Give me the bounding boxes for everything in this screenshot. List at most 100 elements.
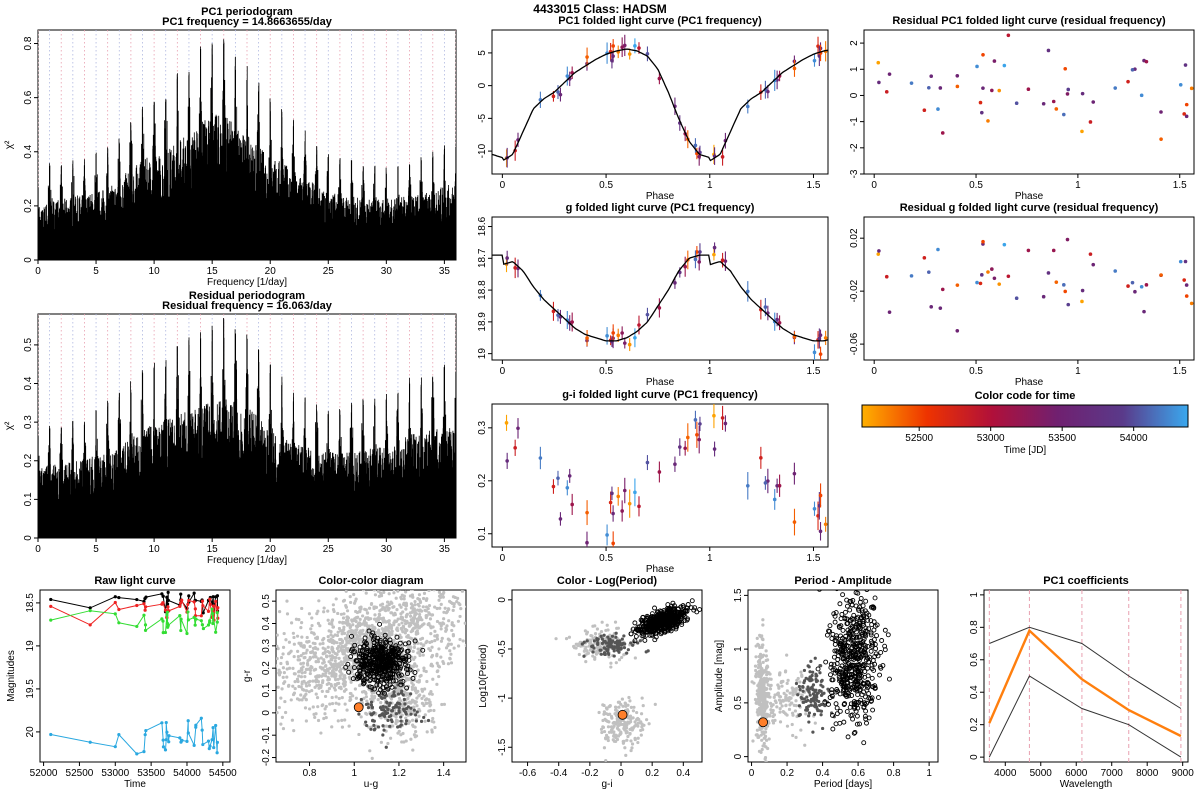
scatter-point	[361, 590, 366, 592]
scatter-point	[342, 631, 347, 635]
scatter-point	[451, 581, 454, 584]
data-point	[693, 257, 698, 262]
scatter-point	[377, 631, 381, 635]
raw-light-curve-point	[201, 626, 206, 631]
raw-light-curve-point	[113, 600, 117, 605]
pc1-residual-ytick-label: 1	[849, 66, 860, 72]
scatter-point	[323, 651, 327, 655]
scatter-point	[444, 558, 447, 561]
scatter-point	[385, 711, 390, 715]
raw-light-curve-point	[49, 597, 53, 602]
scatter-point	[327, 677, 331, 681]
scatter-point	[433, 629, 437, 633]
scatter-point	[344, 643, 348, 647]
scatter-point	[344, 590, 348, 593]
data-point	[633, 44, 637, 48]
scatter-point	[347, 639, 352, 643]
scatter-point	[366, 628, 372, 634]
scatter-point	[775, 705, 779, 709]
pc1-periodogram-xlabel: Frequency [1/day]	[207, 277, 287, 288]
scatter-point	[756, 666, 760, 670]
scatter-point	[620, 655, 624, 660]
scatter-point	[400, 655, 405, 661]
data-point	[567, 474, 572, 478]
scatter-point	[397, 709, 401, 713]
scatter-point	[433, 634, 437, 638]
scatter-point	[801, 700, 805, 704]
color-color-ytick-label: 0.2	[261, 661, 272, 675]
period-amplitude-xtick-label: 0.4	[816, 768, 830, 779]
data-point	[940, 131, 945, 135]
scatter-point	[424, 551, 427, 554]
scatter-point	[392, 623, 396, 627]
scatter-point	[623, 701, 627, 705]
scatter-point	[817, 703, 822, 707]
data-point	[673, 462, 677, 467]
data-point	[1184, 283, 1189, 287]
raw-light-curve-point	[193, 623, 197, 627]
scatter-point	[814, 688, 818, 692]
scatter-point	[342, 660, 346, 664]
scatter-point	[600, 730, 604, 735]
data-point	[986, 119, 990, 123]
color-code-title: Color code for time	[975, 390, 1076, 402]
scatter-point	[872, 683, 878, 689]
scatter-point	[645, 614, 651, 620]
scatter-point	[607, 730, 612, 734]
scatter-point	[667, 626, 673, 632]
gi-folded-ytick-label: 0.3	[477, 420, 488, 434]
scatter-point	[380, 602, 385, 606]
scatter-point	[636, 736, 640, 740]
scatter-point	[334, 597, 338, 601]
scatter-point	[292, 642, 296, 646]
scatter-point	[331, 603, 335, 607]
scatter-point	[411, 629, 415, 633]
scatter-point	[781, 710, 785, 714]
scatter-point	[378, 705, 383, 710]
pc1-periodogram-xtick-label: 20	[265, 266, 277, 277]
pc1-folded-title: PC1 folded light curve (PC1 frequency)	[558, 15, 762, 27]
scatter-point	[449, 642, 453, 646]
scatter-point	[614, 721, 618, 726]
raw-light-curve-point	[192, 591, 196, 595]
scatter-point	[862, 669, 868, 674]
scatter-point	[679, 610, 685, 616]
scatter-point	[801, 689, 805, 693]
scatter-point	[387, 640, 393, 646]
scatter-point	[812, 699, 816, 703]
scatter-point	[351, 694, 355, 698]
scatter-point	[362, 632, 366, 636]
scatter-point	[614, 739, 618, 744]
data-point	[565, 74, 570, 78]
pc1-periodogram-ytick-label: 0.4	[23, 144, 34, 158]
scatter-point	[337, 662, 341, 666]
scatter-point	[753, 664, 758, 668]
scatter-point	[423, 687, 427, 691]
scatter-point	[246, 684, 249, 687]
scatter-point	[467, 571, 470, 574]
scatter-point	[299, 693, 303, 697]
scatter-point	[394, 712, 398, 716]
scatter-point	[437, 674, 441, 679]
scatter-point	[340, 662, 345, 666]
scatter-point	[358, 617, 362, 622]
raw-light-curve-point	[193, 607, 197, 611]
data-point	[1139, 93, 1144, 98]
scatter-point	[764, 700, 768, 704]
scatter-point	[494, 610, 497, 613]
scatter-point	[652, 637, 658, 643]
raw-light-curve-point	[211, 611, 215, 616]
scatter-point	[323, 707, 327, 711]
raw-light-curve-point	[208, 602, 212, 606]
scatter-point	[801, 685, 805, 689]
scatter-point	[318, 624, 322, 628]
raw-light-curve-ytick-label: 18.5	[25, 593, 36, 613]
scatter-point	[339, 629, 343, 633]
scatter-point	[785, 681, 789, 685]
scatter-point	[413, 662, 417, 666]
data-point	[558, 92, 563, 97]
scatter-point	[316, 621, 321, 626]
scatter-point	[406, 645, 410, 649]
residual-periodogram-ytick-label: 0	[23, 535, 34, 541]
